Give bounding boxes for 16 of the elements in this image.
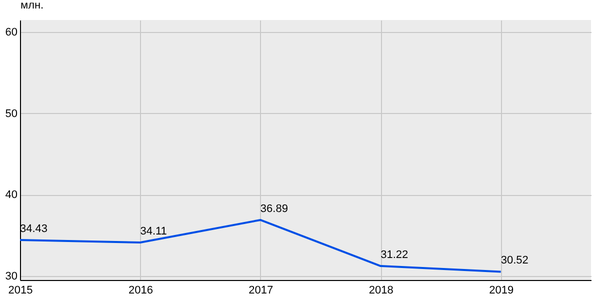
y-tick-label: 30 [5,270,18,282]
line-series [19,218,502,273]
data-label: 36.89 [260,202,288,215]
x-tick-label: 2017 [248,284,274,296]
y-axis-title: млн. [20,0,44,12]
data-label: 34.11 [140,226,167,238]
x-tick-label: 2019 [489,284,514,296]
data-label: 31.22 [380,249,408,262]
x-tick-label: 2015 [8,284,33,296]
y-tick-label: 60 [5,26,18,39]
data-label: 30.52 [500,254,528,267]
data-label: 34.43 [20,222,48,235]
y-tick-label: 40 [5,189,18,202]
x-tick-label: 2016 [128,284,153,296]
y-tick-label: 50 [5,108,18,120]
x-tick-label: 2018 [368,284,394,296]
